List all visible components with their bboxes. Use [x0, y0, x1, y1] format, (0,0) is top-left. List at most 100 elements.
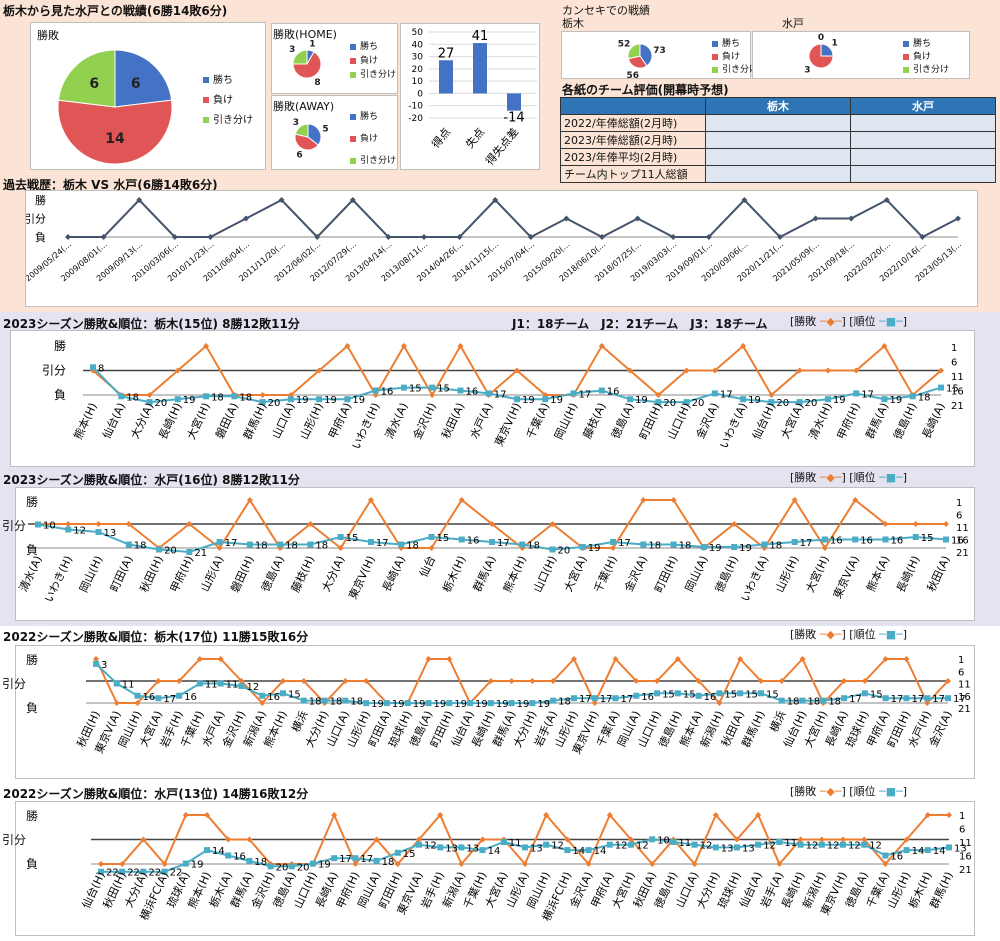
loss-swatch	[903, 53, 909, 60]
rank-marker	[946, 844, 952, 851]
rank-value-label: 17	[932, 694, 945, 705]
chart3-legend: [勝敗 ─◆─] [順位 ─■─]	[790, 628, 908, 641]
pie-slice-win	[639, 43, 653, 67]
win-swatch	[350, 113, 356, 120]
result-marker	[570, 656, 577, 662]
rank-value-label: 16	[951, 536, 964, 547]
x-tick-label: 徳島(H)	[890, 400, 919, 441]
rank-value-label: 15	[870, 689, 883, 700]
rank-marker	[734, 844, 740, 851]
rank-value-label: 13	[530, 843, 543, 854]
table-row: 栃木 水戸	[560, 97, 996, 115]
rank-value-label: 17	[861, 389, 874, 400]
result-marker	[791, 497, 798, 503]
rank-value-label: 16	[890, 852, 903, 863]
rank-marker	[711, 390, 718, 397]
pie-value-label: 1	[831, 38, 837, 48]
rank-value-label: 17	[911, 694, 924, 705]
y-tick-label: 0	[417, 89, 423, 99]
rank-value-label: 20	[164, 546, 177, 557]
x-tick-label: 町田(A)	[108, 554, 136, 594]
rank-marker	[238, 682, 245, 689]
rank-value-label: 17	[497, 538, 510, 549]
bar-value-label: -14	[503, 111, 524, 126]
rank-marker	[882, 852, 889, 859]
history-marker	[848, 215, 855, 222]
result-marker	[543, 812, 550, 818]
rank-marker	[924, 695, 931, 702]
rank-marker	[820, 697, 827, 704]
rank-tick-label: 21	[956, 548, 969, 559]
total-pie-legend: 勝ち 負け 引き分け	[203, 71, 253, 131]
table-row: 2023/年俸平均(2月時)	[560, 148, 996, 166]
rank-marker	[640, 541, 647, 548]
chart1-title: 2023シーズン勝敗&順位：栃木(15位) 8勝12敗11分	[3, 317, 300, 331]
rank-tick-label: 6	[951, 358, 957, 369]
loss-swatch	[712, 53, 718, 60]
rank-value-label: 18	[406, 541, 419, 552]
rank-marker	[691, 841, 698, 848]
rank-marker	[161, 868, 168, 875]
y-axis-label: 勝	[35, 193, 46, 207]
kanseki-mito-legend: 勝ち 負け 引き分け	[903, 38, 949, 77]
rank-marker	[125, 541, 132, 548]
history-marker	[883, 197, 890, 203]
rank-value-label: 16	[465, 387, 478, 398]
result-marker	[457, 343, 464, 349]
result-marker	[683, 367, 690, 374]
x-tick-label: 清水(A)	[17, 554, 45, 594]
rank-marker	[458, 536, 465, 543]
rank-marker	[287, 396, 294, 403]
away-pie-panel: 勝敗(AWAY) 5 6 3 勝ち 負け 引き分け	[271, 95, 398, 170]
rank-value-label: 11	[678, 838, 691, 849]
rank-marker	[797, 841, 804, 848]
rank-marker	[508, 700, 515, 707]
result-marker	[425, 656, 432, 662]
result-marker	[924, 700, 931, 706]
rank-value-label: 19	[833, 395, 846, 406]
rank-tick-label: 21	[958, 704, 971, 715]
rank-value-label: 18	[648, 541, 661, 552]
history-marker	[955, 215, 961, 222]
rank-value-label: 12	[615, 841, 628, 852]
rank-value-label: 20	[805, 398, 818, 409]
rank-marker	[500, 839, 507, 845]
rank-value-label: 18	[211, 392, 224, 403]
legend-draw-label: 引き分け	[360, 156, 397, 166]
pie-slice-draw	[627, 43, 641, 60]
result-marker	[861, 678, 868, 684]
x-tick-label: 群馬(A)	[862, 400, 891, 440]
rank-value-label: 12	[806, 841, 819, 852]
x-tick-label: 山口(H)	[531, 554, 559, 595]
rank-marker	[217, 680, 224, 687]
legend-loss: 負け	[203, 91, 253, 111]
kanseki-mito-label: 水戸	[782, 17, 804, 30]
result-marker	[674, 656, 681, 662]
result-marker	[654, 678, 661, 684]
kanseki-title: カンセキでの戦績	[562, 4, 650, 17]
rank-marker	[840, 841, 846, 848]
rank-marker	[610, 539, 617, 545]
rank-marker	[372, 387, 379, 394]
result-marker	[670, 497, 677, 503]
rank-tick-label: 16	[956, 536, 969, 547]
legend-draw-label: 引き分け	[913, 65, 950, 75]
rank-marker	[938, 384, 944, 391]
rank-marker	[945, 695, 951, 702]
pie-slice-loss	[294, 133, 319, 151]
result-marker	[755, 812, 762, 818]
rank-value-label: 19	[454, 699, 467, 710]
rank-marker	[487, 700, 494, 707]
teal-marker-icon: ─■─	[879, 628, 903, 641]
rank-marker	[203, 393, 210, 400]
pie-value-label: 6	[89, 76, 99, 92]
rank-value-label: 18	[134, 541, 147, 552]
result-marker	[119, 861, 126, 867]
rank-value-label: 19	[550, 395, 563, 406]
rank-value-label: 15	[346, 533, 359, 544]
rank-tick-label: 11	[958, 680, 971, 691]
teal-marker-icon: ─■─	[879, 471, 903, 484]
rank-value-label: 19	[324, 395, 337, 406]
legend-win-label: 勝ち	[360, 42, 379, 52]
y-axis-label: 引分	[2, 833, 27, 847]
